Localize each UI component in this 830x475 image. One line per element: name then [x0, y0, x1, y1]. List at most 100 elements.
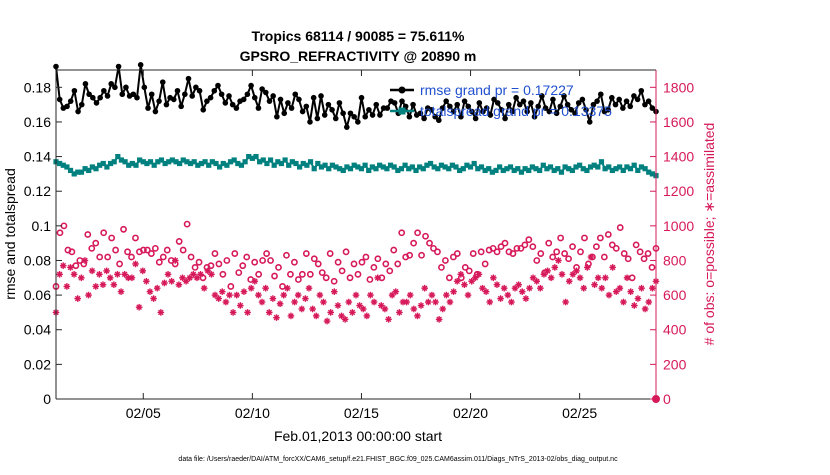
spread-point — [493, 167, 499, 174]
spread-point — [471, 160, 477, 167]
possible-obs-point — [553, 248, 561, 256]
spread-point — [242, 159, 248, 165]
spread-point — [377, 162, 383, 168]
assimilated-obs-point — [164, 271, 172, 278]
assimilated-obs-point — [453, 277, 461, 285]
assimilated-obs-point — [580, 284, 588, 292]
spread-point — [435, 166, 441, 172]
rmse-point — [148, 91, 155, 98]
spread-point — [129, 160, 135, 167]
possible-obs-point — [283, 251, 290, 259]
assimilated-obs-point — [139, 267, 147, 275]
spread-point — [609, 167, 615, 174]
rmse-point — [307, 119, 313, 125]
rmse-point — [594, 98, 600, 104]
possible-obs-point — [497, 243, 505, 251]
assimilated-obs-point — [280, 291, 288, 299]
rmse-point — [321, 112, 328, 118]
possible-obs-point — [128, 253, 135, 261]
rmse-point — [465, 103, 472, 110]
rmse-point — [649, 105, 656, 111]
rmse-point — [130, 91, 137, 98]
assimilated-obs-point — [74, 295, 81, 302]
y-left-tick-label: 0.1 — [32, 218, 52, 234]
possible-obs-point — [68, 248, 76, 256]
rmse-point — [597, 91, 604, 98]
rmse-point — [277, 96, 284, 103]
assimilated-obs-point — [150, 295, 157, 302]
spread-point — [67, 167, 74, 174]
rmse-point — [535, 103, 542, 110]
rmse-point — [362, 113, 369, 120]
rmse-point — [270, 93, 276, 99]
possible-obs-point — [116, 260, 123, 268]
spread-point — [333, 164, 339, 170]
spread-point — [417, 164, 423, 170]
possible-obs-point — [298, 270, 306, 278]
spread-point — [409, 164, 415, 170]
assimilated-obs-point — [584, 264, 591, 271]
rmse-point — [421, 115, 427, 122]
spread-point — [337, 166, 343, 172]
assimilated-obs-point — [497, 295, 504, 302]
assimilated-obs-point — [258, 298, 266, 306]
possible-obs-point — [124, 248, 131, 256]
assimilated-obs-point — [414, 312, 421, 320]
assimilated-obs-point — [359, 305, 367, 313]
spread-point — [166, 159, 172, 165]
rmse-point — [513, 94, 519, 101]
rmse-point — [355, 119, 361, 125]
rmse-point — [642, 101, 648, 108]
assimilated-obs-point — [99, 281, 107, 289]
spread-point — [482, 167, 488, 174]
y-left-tick-label: 0.12 — [24, 183, 51, 199]
possible-obs-point — [445, 274, 453, 282]
spread-point — [631, 162, 637, 168]
assimilated-obs-point — [59, 262, 67, 269]
spread-point — [257, 159, 263, 165]
possible-obs-point — [648, 263, 656, 271]
rmse-point — [347, 110, 354, 117]
rmse-point — [174, 87, 181, 94]
rmse-point — [207, 94, 214, 101]
possible-obs-point — [422, 232, 429, 240]
rmse-point — [575, 100, 582, 106]
assimilated-obs-point — [421, 284, 428, 292]
spread-point — [358, 166, 365, 172]
spread-point — [144, 160, 150, 167]
x-tick-label: 02/15 — [344, 405, 379, 421]
spread-point — [555, 166, 561, 172]
possible-obs-point — [140, 246, 147, 254]
rmse-point — [517, 101, 523, 108]
possible-obs-point — [406, 251, 414, 259]
spread-point — [362, 162, 368, 168]
assimilated-obs-point — [396, 309, 403, 316]
possible-obs-point — [390, 246, 398, 254]
assimilated-obs-point — [515, 281, 522, 289]
assimilated-obs-point — [305, 284, 313, 292]
spread-point — [307, 159, 314, 165]
rmse-point — [546, 108, 553, 115]
spread-point — [97, 162, 103, 168]
rmse-point — [605, 107, 611, 113]
possible-obs-point — [302, 250, 310, 257]
rmse-point — [93, 100, 100, 106]
rmse-point — [196, 87, 203, 94]
rmse-point — [145, 105, 151, 111]
spread-point — [227, 159, 234, 165]
spread-point — [275, 159, 281, 165]
assimilated-obs-point — [251, 277, 259, 285]
assimilated-obs-point — [555, 257, 562, 264]
rmse-point — [329, 107, 335, 113]
assimilated-obs-point — [356, 302, 363, 309]
assimilated-obs-point — [620, 298, 627, 306]
possible-obs-point — [219, 270, 227, 278]
spread-point — [115, 153, 121, 160]
possible-obs-point — [56, 229, 64, 237]
spread-point — [373, 166, 379, 172]
spread-point — [398, 166, 405, 172]
possible-obs-point — [330, 277, 338, 285]
possible-obs-point — [223, 257, 231, 264]
spread-point — [387, 162, 394, 168]
